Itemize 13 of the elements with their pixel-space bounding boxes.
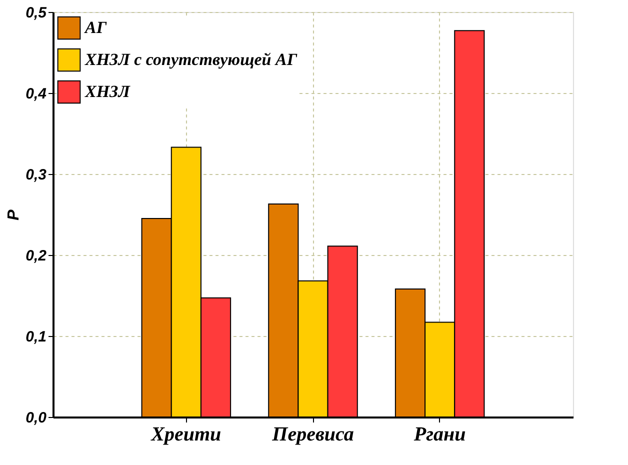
y-tick-label: 0,5 (26, 4, 48, 22)
x-tick-label: Хреити (150, 424, 222, 446)
y-axis-title: P (6, 209, 23, 220)
x-tick-label: Ргани (412, 424, 466, 446)
y-tick-label: 0,3 (26, 166, 48, 184)
y-tick-label: 0,4 (26, 86, 48, 102)
legend-label: АГ (84, 18, 108, 37)
legend-label: ХНЗЛ с сопутствующей АГ (84, 50, 298, 69)
y-tick-label: 0,2 (26, 248, 48, 264)
y-tick-label: 0,0 (26, 410, 48, 426)
legend-label: ХНЗЛ (84, 82, 132, 101)
y-tick-label: 0,1 (26, 328, 46, 346)
x-tick-label: Перевиса (271, 424, 354, 446)
